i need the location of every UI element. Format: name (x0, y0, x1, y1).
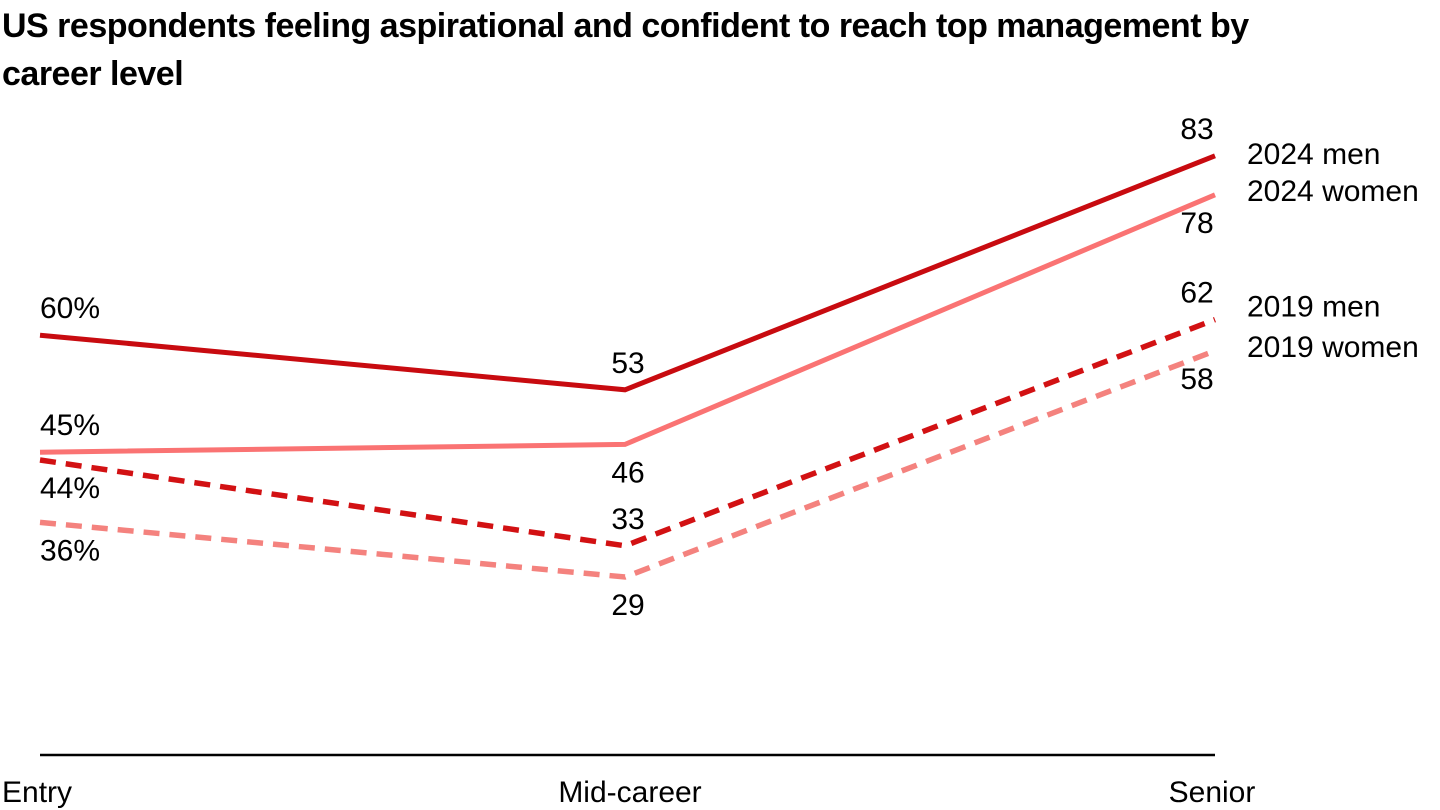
legend-label-2019-men: 2019 men (1247, 291, 1380, 324)
data-label-2024-women-senior: 78 (1180, 207, 1213, 240)
x-axis-label-mid-career: Mid-career (558, 776, 701, 809)
series-line-2024-men (39, 153, 1216, 393)
legend-label-2024-women: 2024 women (1247, 175, 1419, 208)
legend-label-2024-men: 2024 men (1247, 138, 1380, 171)
series-line-2024-women (39, 192, 1216, 455)
x-axis-label-entry: Entry (2, 776, 72, 809)
data-label-2019-women-senior: 58 (1180, 363, 1213, 396)
series-line-2019-men (39, 317, 1216, 549)
data-label-2024-women-entry: 45% (40, 409, 100, 442)
data-label-2019-men-senior: 62 (1180, 277, 1213, 310)
data-label-2019-men-entry: 44% (40, 472, 100, 505)
legend-label-2019-women: 2019 women (1247, 331, 1419, 364)
series-line-2019-women (39, 348, 1216, 580)
data-label-2024-men-mid-career: 53 (611, 347, 644, 380)
data-label-2019-men-mid-career: 33 (611, 503, 644, 536)
data-label-2024-men-senior: 83 (1180, 113, 1213, 146)
chart-title: US respondents feeling aspirational and … (2, 7, 1249, 93)
data-label-2024-men-entry: 60% (40, 292, 100, 325)
x-axis-label-senior: Senior (1169, 776, 1256, 809)
data-label-2019-women-mid-career: 29 (611, 589, 644, 622)
data-label-2024-women-mid-career: 46 (611, 456, 644, 489)
data-label-2019-women-entry: 36% (40, 534, 100, 567)
